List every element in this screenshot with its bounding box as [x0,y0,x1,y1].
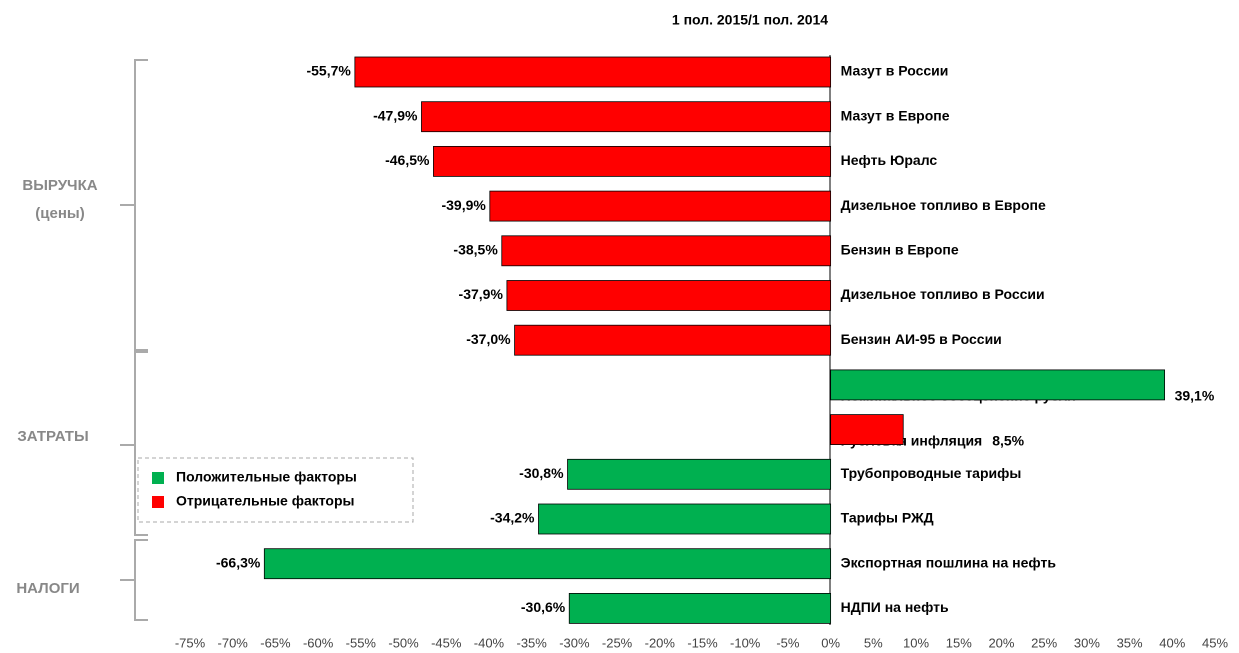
bar [830,414,904,446]
x-tick-label: -35% [516,635,547,650]
bar [830,369,1166,401]
value-label: -30,8% [519,465,564,481]
value-label: -38,5% [453,242,498,258]
legend-box [137,457,414,523]
value-label: 8,5% [992,432,1024,448]
bar [263,548,832,580]
x-tick-label: -5% [776,635,800,650]
bar [354,56,832,88]
group-label: ВЫРУЧКА [22,177,97,194]
bar [489,190,832,222]
value-label: -30,6% [521,599,566,615]
group-label: (цены) [35,205,84,222]
x-tick-label: 10% [903,635,929,650]
bar [433,145,832,177]
x-tick-label: 5% [864,635,883,650]
bar [567,458,832,490]
bar [501,235,832,267]
x-tick-label: 30% [1074,635,1100,650]
x-tick-label: -45% [431,635,462,650]
bar [514,324,832,356]
bracket [120,59,148,351]
category-label: Экспортная пошлина на нефть [841,554,1057,570]
x-tick-label: -20% [645,635,676,650]
category-label: НДПИ на нефть [841,599,949,615]
x-tick-label: -25% [602,635,633,650]
x-tick-label: 45% [1202,635,1228,650]
x-tick-label: -40% [474,635,505,650]
x-tick-label: 25% [1031,635,1057,650]
legend-swatch [152,496,164,508]
x-tick-label: -15% [687,635,718,650]
group-label: НАЛОГИ [16,580,79,597]
x-tick-label: -30% [559,635,590,650]
x-tick-label: -60% [303,635,334,650]
chart-title: 1 пол. 2015/1 пол. 2014 [672,12,828,28]
value-label: -66,3% [216,554,261,570]
bar [568,593,832,624]
value-label: -46,5% [385,152,430,168]
category-label: Дизельное топливо в России [841,286,1045,302]
legend-label: Отрицательные факторы [176,493,354,509]
group-label: ЗАТРАТЫ [17,428,88,445]
x-tick-label: -65% [260,635,291,650]
x-tick-label: -55% [346,635,377,650]
x-tick-label: -75% [175,635,206,650]
category-label: Бензин АИ-95 в России [841,331,1002,347]
x-tick-label: 20% [988,635,1014,650]
bracket [120,351,148,536]
category-label: Трубопроводные тарифы [841,465,1022,481]
value-label: -37,0% [466,331,511,347]
x-tick-label: -10% [730,635,761,650]
x-tick-label: -50% [388,635,419,650]
category-label: Тарифы РЖД [841,510,934,526]
legend-swatch [152,472,164,484]
category-label: Мазут в Европе [841,107,950,123]
value-label: -37,9% [459,286,504,302]
x-tick-label: 35% [1117,635,1143,650]
legend-label: Положительные факторы [176,469,357,485]
value-label: -55,7% [306,63,351,79]
x-tick-label: 40% [1159,635,1185,650]
category-label: Дизельное топливо в Европе [841,197,1046,213]
bar [506,280,832,311]
bar [421,101,832,133]
x-tick-label: 0% [821,635,840,650]
x-tick-label: -70% [218,635,249,650]
value-label: -47,9% [373,107,418,123]
value-label: 39,1% [1175,388,1215,404]
value-label: -39,9% [441,197,486,213]
category-label: Мазут в России [841,63,949,79]
bracket [120,539,148,621]
bar [538,503,832,535]
x-tick-label: 15% [946,635,972,650]
category-label: Нефть Юралс [841,152,938,168]
category-label: Бензин в Европе [841,242,959,258]
value-label: -34,2% [490,510,535,526]
